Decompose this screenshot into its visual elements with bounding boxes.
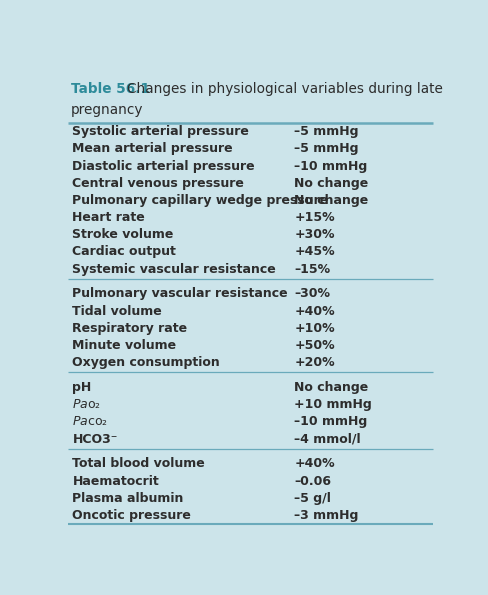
Text: +40%: +40%: [294, 305, 334, 318]
Text: Central venous pressure: Central venous pressure: [72, 177, 244, 190]
Text: +40%: +40%: [294, 458, 334, 471]
Text: No change: No change: [294, 194, 367, 207]
Text: Table 56.1: Table 56.1: [70, 82, 149, 96]
Text: pregnancy: pregnancy: [70, 103, 143, 117]
Text: Mean arterial pressure: Mean arterial pressure: [72, 142, 233, 155]
Text: Respiratory rate: Respiratory rate: [72, 322, 187, 335]
Text: Heart rate: Heart rate: [72, 211, 145, 224]
Text: –5 mmHg: –5 mmHg: [294, 142, 358, 155]
Text: Diastolic arterial pressure: Diastolic arterial pressure: [72, 159, 255, 173]
Text: Systolic arterial pressure: Systolic arterial pressure: [72, 126, 249, 138]
Text: Oxygen consumption: Oxygen consumption: [72, 356, 220, 369]
Text: –5 g/l: –5 g/l: [294, 492, 330, 505]
Text: Total blood volume: Total blood volume: [72, 458, 205, 471]
Text: –4 mmol/l: –4 mmol/l: [294, 433, 360, 446]
Text: pH: pH: [72, 381, 92, 394]
Text: –0.06: –0.06: [294, 475, 330, 488]
Text: +20%: +20%: [294, 356, 334, 369]
Text: Oncotic pressure: Oncotic pressure: [72, 509, 191, 522]
Text: Tidal volume: Tidal volume: [72, 305, 162, 318]
Text: $\it{Pa}$co₂: $\it{Pa}$co₂: [72, 415, 108, 428]
Text: $\it{Pa}$o₂: $\it{Pa}$o₂: [72, 398, 102, 411]
Text: Changes in physiological variables during late: Changes in physiological variables durin…: [126, 82, 442, 96]
Text: Minute volume: Minute volume: [72, 339, 176, 352]
Text: –10 mmHg: –10 mmHg: [294, 415, 366, 428]
Text: Haematocrit: Haematocrit: [72, 475, 159, 488]
Text: –30%: –30%: [294, 287, 329, 300]
Text: +30%: +30%: [294, 228, 334, 241]
Text: HCO3⁻: HCO3⁻: [72, 433, 118, 446]
Text: No change: No change: [294, 381, 367, 394]
Text: Pulmonary capillary wedge pressure: Pulmonary capillary wedge pressure: [72, 194, 328, 207]
Text: Systemic vascular resistance: Systemic vascular resistance: [72, 262, 276, 275]
Text: –10 mmHg: –10 mmHg: [294, 159, 366, 173]
Text: –5 mmHg: –5 mmHg: [294, 126, 358, 138]
Text: Cardiac output: Cardiac output: [72, 245, 176, 258]
Text: –15%: –15%: [294, 262, 330, 275]
Text: +45%: +45%: [294, 245, 334, 258]
Text: –3 mmHg: –3 mmHg: [294, 509, 358, 522]
Text: Plasma albumin: Plasma albumin: [72, 492, 183, 505]
Text: +10%: +10%: [294, 322, 334, 335]
Text: +50%: +50%: [294, 339, 334, 352]
Text: Pulmonary vascular resistance: Pulmonary vascular resistance: [72, 287, 287, 300]
Text: +15%: +15%: [294, 211, 334, 224]
Text: +10 mmHg: +10 mmHg: [294, 398, 371, 411]
Text: No change: No change: [294, 177, 367, 190]
Text: Stroke volume: Stroke volume: [72, 228, 174, 241]
